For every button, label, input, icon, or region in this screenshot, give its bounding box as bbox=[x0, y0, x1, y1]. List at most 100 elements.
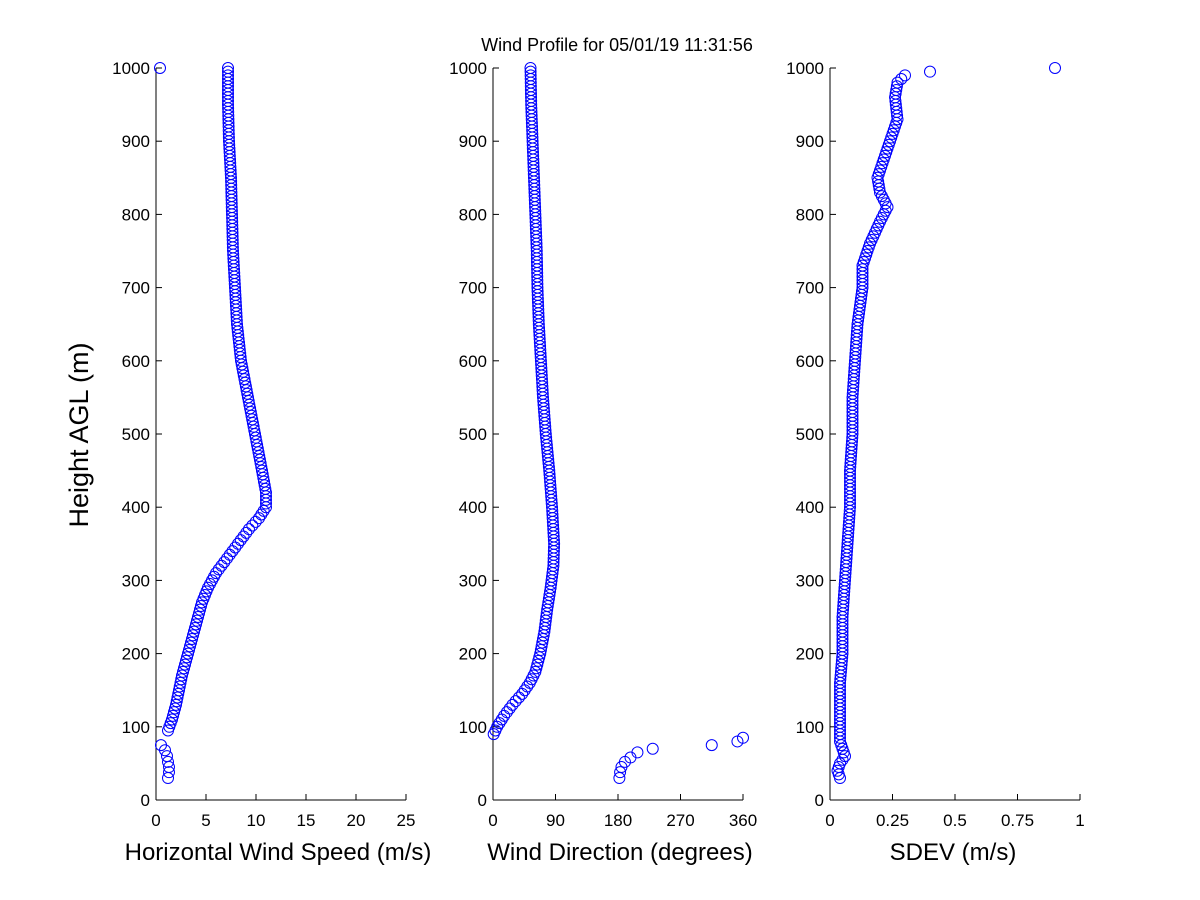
direction-y-tick-label: 600 bbox=[459, 352, 487, 371]
direction-y-tick-label: 200 bbox=[459, 645, 487, 664]
direction-y-tick-label: 500 bbox=[459, 425, 487, 444]
speed-data-point bbox=[257, 504, 270, 517]
speed-data-point bbox=[163, 766, 175, 779]
sdev-y-tick-label: 900 bbox=[796, 132, 824, 151]
direction-data-point bbox=[495, 713, 508, 726]
direction-data-point bbox=[614, 766, 627, 779]
direction-x-axis-label: Wind Direction (degrees) bbox=[487, 839, 752, 866]
direction-data-point bbox=[487, 728, 500, 741]
speed-data-point bbox=[260, 497, 272, 510]
speed-x-tick-label: 0 bbox=[151, 811, 160, 830]
direction-data-point bbox=[737, 731, 749, 744]
speed-y-tick-label: 1000 bbox=[112, 59, 150, 78]
direction-y-tick-label: 1000 bbox=[449, 59, 487, 78]
direction-y-tick-label: 100 bbox=[459, 718, 487, 737]
sdev-data-point bbox=[890, 80, 903, 93]
direction-data-point bbox=[509, 695, 522, 708]
wind-direction-panel: 0 100 200 300 400 500 600 700 800 900 1000 0 90 180 27… bbox=[449, 59, 757, 866]
direction-data-point bbox=[493, 717, 506, 730]
sdev-data-point bbox=[899, 69, 911, 82]
speed-x-tick-label: 15 bbox=[297, 811, 316, 830]
direction-x-tick-label: 0 bbox=[488, 811, 497, 830]
direction-x-tick-label: 360 bbox=[729, 811, 757, 830]
speed-data-point bbox=[192, 611, 204, 623]
speed-x-tick-label: 20 bbox=[347, 811, 366, 830]
speed-y-tick-label: 400 bbox=[122, 498, 150, 517]
speed-y-tick-label: 700 bbox=[122, 279, 150, 298]
speed-data-point bbox=[191, 614, 203, 627]
direction-data-point bbox=[506, 698, 519, 711]
speed-data-point bbox=[169, 702, 181, 715]
sdev-x-tick-label: 1 bbox=[1075, 811, 1084, 830]
sdev-panel: 0 100 200 300 400 500 600 700 800 900 1000 0 0.25 0.5… bbox=[786, 59, 1085, 866]
speed-data-point bbox=[237, 530, 250, 543]
speed-x-tick-label: 5 bbox=[201, 811, 210, 830]
direction-y-tick-label: 400 bbox=[459, 498, 487, 517]
sdev-x-tick-label: 0.75 bbox=[1001, 811, 1034, 830]
speed-data-point bbox=[260, 501, 272, 514]
speed-data-point bbox=[194, 603, 206, 616]
speed-y-tick-label: 100 bbox=[122, 718, 150, 737]
speed-data-point bbox=[162, 772, 174, 785]
direction-y-tick-label: 300 bbox=[459, 571, 487, 590]
direction-data-point bbox=[705, 739, 718, 752]
sdev-x-tick-label: 0.25 bbox=[876, 811, 909, 830]
direction-data-point bbox=[532, 654, 545, 667]
direction-data-point bbox=[518, 684, 531, 697]
direction-data-point bbox=[533, 651, 546, 664]
direction-y-tick-label: 800 bbox=[459, 205, 487, 224]
speed-data-point bbox=[181, 651, 193, 664]
sdev-y-tick-label: 100 bbox=[796, 718, 824, 737]
direction-data-point bbox=[646, 742, 659, 755]
speed-data-point bbox=[215, 559, 228, 572]
speed-data-point bbox=[246, 519, 259, 532]
speed-data-point bbox=[249, 515, 262, 528]
sdev-data-point bbox=[856, 263, 869, 276]
speed-data-point bbox=[187, 629, 199, 642]
sdev-y-tick-label: 600 bbox=[796, 352, 824, 371]
speed-data-point bbox=[162, 724, 174, 737]
speed-data-point bbox=[186, 632, 198, 645]
speed-data-point bbox=[232, 537, 244, 550]
speed-data-point bbox=[182, 647, 194, 660]
sdev-data-point bbox=[895, 72, 908, 85]
speed-data-point bbox=[240, 526, 253, 539]
direction-x-tick-label: 180 bbox=[604, 811, 632, 830]
speed-data-point bbox=[177, 665, 189, 678]
direction-data-point bbox=[534, 643, 547, 656]
speed-x-axis-label: Horizontal Wind Speed (m/s) bbox=[125, 839, 432, 866]
y-axis-label: Height AGL (m) bbox=[64, 342, 94, 527]
speed-x-tick-label: 10 bbox=[247, 811, 266, 830]
speed-data-point bbox=[229, 541, 242, 554]
speed-data-point bbox=[234, 534, 247, 547]
sdev-data-point bbox=[834, 757, 846, 770]
speed-data-point bbox=[189, 621, 201, 634]
speed-data-point bbox=[243, 523, 255, 536]
speed-data-point bbox=[184, 640, 196, 653]
speed-data-point bbox=[221, 552, 233, 565]
direction-data-point bbox=[500, 706, 513, 719]
sdev-y-tick-label: 300 bbox=[796, 571, 824, 590]
sdev-x-tick-label: 0 bbox=[825, 811, 834, 830]
figure-title: Wind Profile for 05/01/19 11:31:56 bbox=[481, 35, 753, 55]
speed-y-tick-label: 300 bbox=[122, 571, 150, 590]
sdev-data-point bbox=[890, 83, 903, 96]
speed-data-point bbox=[178, 662, 190, 675]
speed-data-point bbox=[180, 654, 192, 667]
direction-data-point bbox=[631, 746, 644, 759]
direction-data-point bbox=[503, 702, 516, 715]
speed-y-tick-label: 900 bbox=[122, 132, 150, 151]
speed-data-point bbox=[223, 548, 236, 561]
sdev-x-axis-label: SDEV (m/s) bbox=[890, 839, 1017, 866]
direction-y-tick-label: 0 bbox=[478, 791, 487, 810]
direction-x-tick-label: 270 bbox=[666, 811, 694, 830]
speed-data-point bbox=[159, 744, 171, 757]
speed-y-tick-label: 600 bbox=[122, 352, 150, 371]
direction-x-tick-label: 90 bbox=[546, 811, 565, 830]
direction-data-point bbox=[531, 658, 544, 671]
sdev-y-tick-label: 200 bbox=[796, 645, 824, 664]
wind-speed-panel: 0 100 200 300 400 500 600 700 800 900 1000 0 5 10 15 20… bbox=[112, 59, 431, 866]
speed-data-point bbox=[188, 625, 200, 638]
direction-data-point bbox=[530, 662, 543, 675]
